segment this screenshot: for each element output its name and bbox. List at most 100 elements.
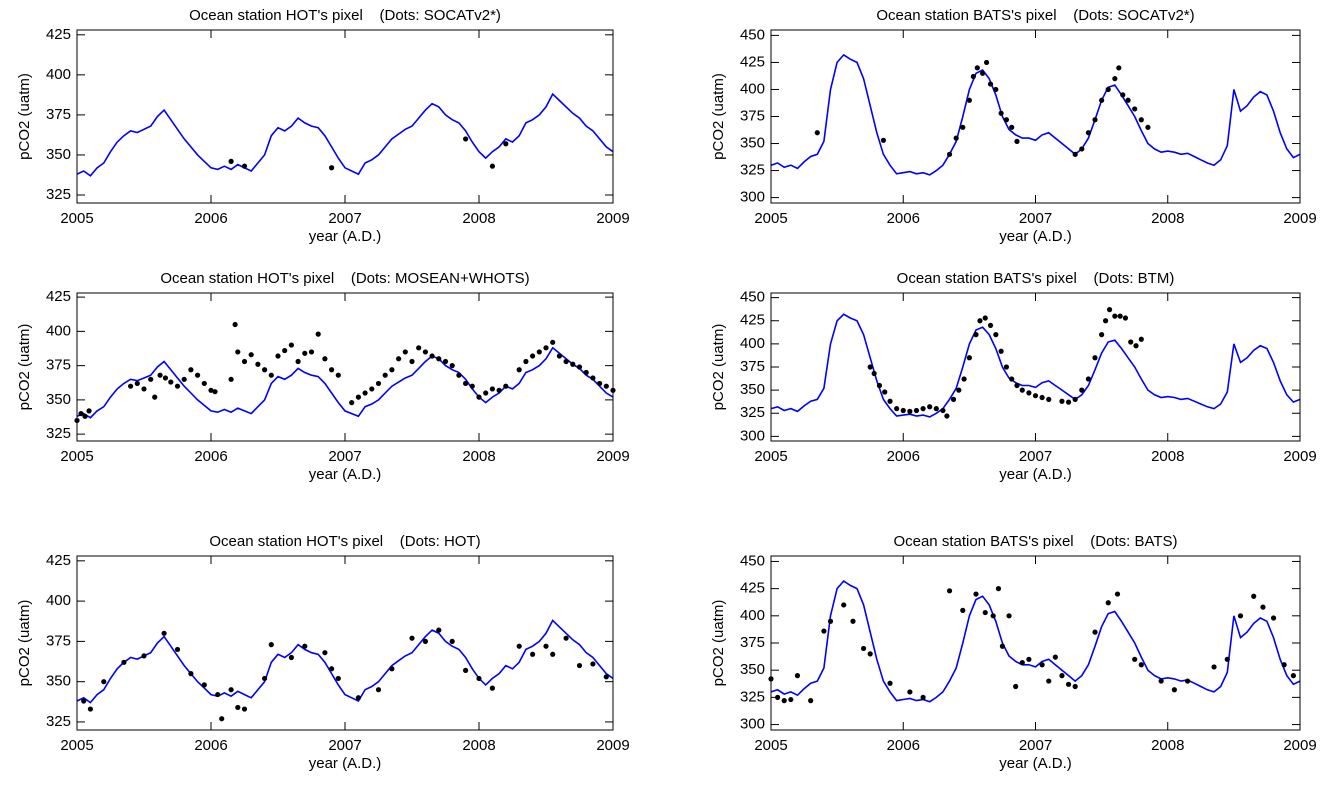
- x-axis-label: year (A.D.): [999, 228, 1072, 245]
- data-dot: [181, 376, 187, 382]
- y-tick-label: 375: [46, 632, 71, 649]
- data-dot: [362, 390, 368, 396]
- y-axis-label: pCO2 (uatm): [710, 324, 727, 411]
- data-dot: [456, 372, 462, 378]
- data-dot: [1052, 654, 1058, 660]
- data-dot: [953, 135, 959, 141]
- data-dot: [1116, 65, 1122, 71]
- data-dot: [583, 369, 589, 376]
- data-dot: [995, 586, 1002, 592]
- data-dot: [463, 667, 469, 673]
- data-dot: [1006, 613, 1012, 619]
- data-dot: [966, 355, 972, 361]
- x-tick-label: 2006: [194, 210, 227, 227]
- data-dot: [141, 653, 147, 659]
- data-dot: [235, 704, 241, 711]
- data-dot: [1128, 339, 1134, 345]
- data-dot: [999, 643, 1006, 649]
- x-axis-label: year (A.D.): [999, 466, 1072, 483]
- data-dot: [262, 675, 268, 682]
- data-dot: [201, 682, 207, 688]
- data-dot: [82, 413, 88, 419]
- data-dot: [302, 643, 308, 649]
- data-dot: [275, 353, 281, 359]
- y-tick-label: 375: [46, 357, 71, 374]
- data-dot: [215, 691, 221, 698]
- data-line: [76, 92, 614, 177]
- x-tick-label: 2008: [1151, 210, 1184, 227]
- data-dot: [315, 331, 321, 337]
- data-dot: [523, 358, 529, 365]
- data-dot: [288, 654, 294, 661]
- data-dot: [933, 406, 939, 412]
- y-tick-label: 350: [46, 146, 71, 163]
- data-dot: [389, 666, 395, 672]
- data-dot: [956, 387, 962, 393]
- panel-title: Ocean station HOT's pixel (Dots: SOCATv2…: [189, 7, 501, 24]
- panel-title: Ocean station BATS's pixel (Dots: BATS): [893, 533, 1177, 550]
- data-dot: [887, 680, 893, 686]
- data-dot: [282, 347, 288, 354]
- data-dot: [944, 413, 950, 419]
- data-dot: [597, 380, 603, 387]
- data-dot: [960, 124, 966, 130]
- y-axis-label: pCO2 (uatm): [16, 73, 33, 160]
- data-dot: [295, 358, 301, 365]
- data-dot: [550, 339, 556, 345]
- data-dot: [1079, 387, 1085, 393]
- data-dot: [86, 408, 92, 414]
- y-tick-label: 425: [740, 312, 765, 329]
- data-dot: [152, 394, 158, 400]
- data-dot: [308, 349, 315, 355]
- data-dot: [894, 406, 900, 412]
- data-dot: [232, 321, 238, 328]
- data-dot: [389, 367, 395, 373]
- y-tick-label: 400: [740, 335, 765, 352]
- x-tick-label: 2007: [328, 210, 361, 227]
- data-dot: [966, 97, 972, 103]
- data-dot: [1114, 591, 1121, 597]
- data-dot: [907, 689, 913, 695]
- data-dot: [148, 376, 154, 382]
- data-dot: [162, 375, 169, 381]
- panel-title: Ocean station HOT's pixel (Dots: HOT): [209, 533, 480, 550]
- data-dot: [1112, 76, 1118, 82]
- data-dot: [188, 367, 194, 373]
- data-line: [770, 313, 1301, 418]
- data-dot: [255, 361, 261, 367]
- data-dot: [590, 375, 596, 381]
- data-dot: [876, 382, 883, 389]
- panel-title: Ocean station HOT's pixel (Dots: MOSEAN+…: [160, 270, 529, 287]
- data-dot: [1026, 656, 1032, 662]
- data-dot: [1120, 92, 1126, 98]
- data-dot: [998, 110, 1004, 116]
- data-dot: [973, 332, 979, 338]
- data-dot: [880, 137, 887, 143]
- data-dot: [322, 650, 328, 656]
- x-tick-label: 2008: [462, 210, 495, 227]
- y-tick-label: 425: [740, 53, 765, 70]
- y-tick-label: 325: [740, 688, 765, 705]
- data-dot: [329, 165, 335, 171]
- x-tick-label: 2005: [60, 737, 93, 754]
- data-dot: [867, 364, 873, 370]
- data-dot: [1105, 86, 1111, 93]
- data-dot: [993, 332, 999, 338]
- x-tick-label: 2009: [1283, 448, 1316, 465]
- data-dot: [1032, 393, 1039, 399]
- data-dot: [349, 400, 355, 406]
- x-tick-label: 2007: [1019, 737, 1052, 754]
- data-dot: [416, 345, 422, 351]
- data-dot: [590, 661, 596, 667]
- data-dot: [409, 358, 415, 365]
- panel-title: Ocean station BATS's pixel (Dots: SOCATv…: [876, 7, 1194, 24]
- data-dot: [1039, 394, 1045, 401]
- y-tick-label: 325: [740, 162, 765, 179]
- data-dot: [1224, 656, 1230, 662]
- data-line: [76, 619, 614, 704]
- data-dot: [982, 315, 988, 321]
- data-dot: [476, 675, 482, 682]
- x-tick-label: 2008: [462, 737, 495, 754]
- data-dot: [449, 363, 455, 369]
- data-dot: [907, 408, 913, 414]
